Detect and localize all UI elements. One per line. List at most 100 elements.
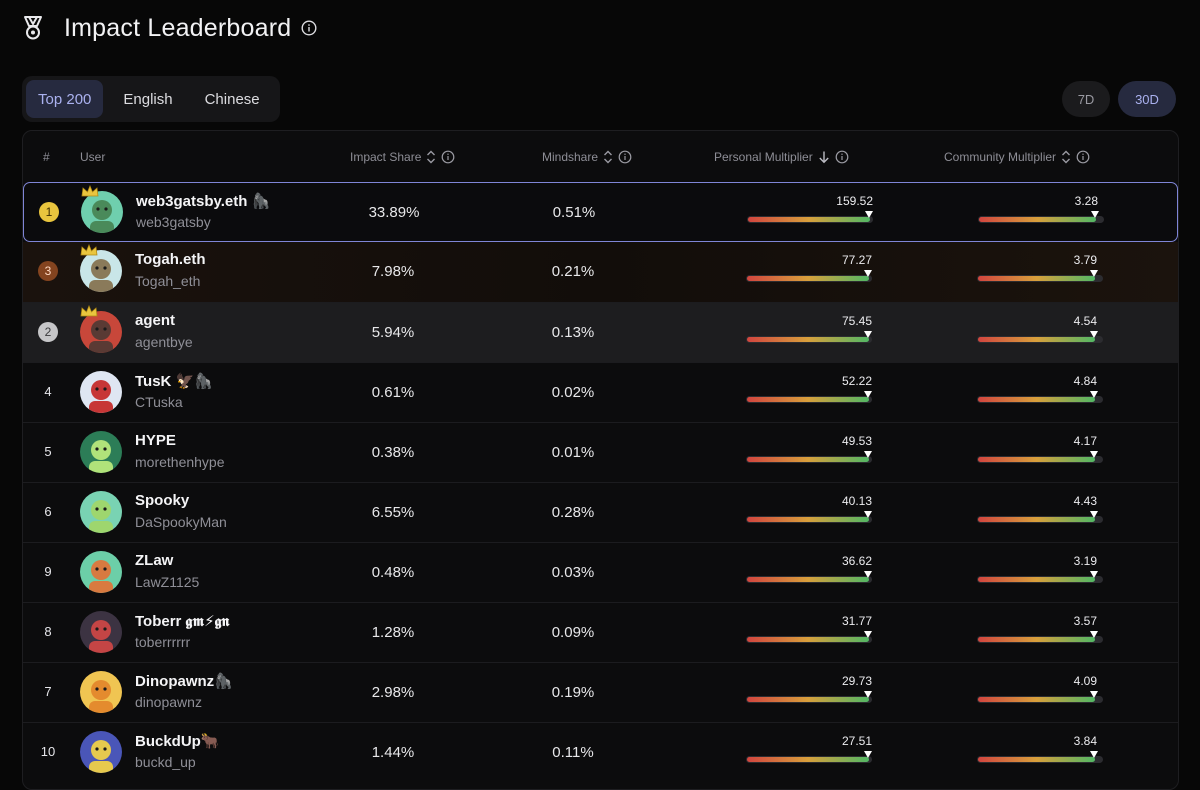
user-display-name[interactable]: Dinopawnz🦍 xyxy=(135,673,233,690)
column-header-impact-share[interactable]: Impact Share xyxy=(350,131,455,183)
multiplier-track xyxy=(746,275,872,282)
multiplier-marker xyxy=(864,331,872,338)
community-multiplier-value: 3.28 xyxy=(1074,194,1098,208)
multiplier-fill xyxy=(747,397,869,402)
multiplier-track xyxy=(977,576,1103,583)
multiplier-marker xyxy=(1090,631,1098,638)
personal-multiplier-meter: 49.53 xyxy=(746,423,876,481)
table-row[interactable]: 10 BuckdUp🐂 buckd_up 1.44% 0.11% 27.51 xyxy=(23,722,1178,782)
crown-icon xyxy=(80,304,98,318)
avatar[interactable] xyxy=(80,491,122,533)
table-row[interactable]: 6 Spooky DaSpookyMan 6.55% 0.28% 40.13 xyxy=(23,482,1178,542)
table-row[interactable]: 9 ZLaw LawZ1125 0.48% 0.03% 36.62 xyxy=(23,542,1178,602)
sort-icon[interactable] xyxy=(1061,150,1071,164)
avatar[interactable] xyxy=(80,250,122,292)
user-display-name[interactable]: agent xyxy=(135,312,176,329)
personal-multiplier-value: 77.27 xyxy=(841,253,872,267)
page-header: Impact Leaderboard xyxy=(22,10,317,46)
user-display-name[interactable]: HYPE xyxy=(135,432,176,449)
table-row[interactable]: 3 Togah.eth Togah_eth 7.98% 0.21% 77.27 xyxy=(23,242,1178,302)
avatar[interactable] xyxy=(80,311,122,353)
personal-multiplier-value: 40.13 xyxy=(841,494,872,508)
table-row[interactable]: 8 Toberr 𝖌𝖒⚡𝖌𝖓 toberrrrrr 1.28% 0.09% 31… xyxy=(23,602,1178,662)
multiplier-fill xyxy=(747,337,869,342)
avatar[interactable] xyxy=(81,191,123,233)
table-row[interactable]: 2 agent agentbye 5.94% 0.13% 75.45 xyxy=(23,302,1178,362)
sort-descending-icon[interactable] xyxy=(818,150,830,164)
community-multiplier-value: 4.09 xyxy=(1073,674,1097,688)
user-handle: buckd_up xyxy=(135,754,196,770)
multiplier-fill xyxy=(978,637,1095,642)
info-icon[interactable] xyxy=(301,20,317,36)
multiplier-track xyxy=(977,516,1103,523)
personal-multiplier-value: 52.22 xyxy=(841,374,872,388)
personal-multiplier-value: 159.52 xyxy=(836,194,873,208)
multiplier-fill xyxy=(978,757,1095,762)
tab-top-200[interactable]: Top 200 xyxy=(26,80,104,118)
medal-logo-icon xyxy=(22,15,46,41)
personal-multiplier-value: 27.51 xyxy=(841,734,872,748)
avatar[interactable] xyxy=(80,671,122,713)
user-display-name[interactable]: ZLaw xyxy=(135,552,174,569)
column-header-personal-multiplier[interactable]: Personal Multiplier xyxy=(714,131,849,183)
impact-share-value: 0.38% xyxy=(371,443,415,461)
info-icon[interactable] xyxy=(441,150,455,164)
mindshare-value: 0.09% xyxy=(551,623,595,641)
user-display-name[interactable]: BuckdUp🐂 xyxy=(135,733,220,750)
multiplier-track xyxy=(747,216,873,223)
multiplier-fill xyxy=(978,337,1095,342)
column-header-mindshare[interactable]: Mindshare xyxy=(542,131,632,183)
tab-english[interactable]: English xyxy=(123,90,173,108)
user-display-name[interactable]: TusK 🦅🦍 xyxy=(135,373,213,390)
multiplier-fill xyxy=(978,276,1095,281)
sort-icon[interactable] xyxy=(426,150,436,164)
info-icon[interactable] xyxy=(618,150,632,164)
user-display-name[interactable]: Spooky xyxy=(135,492,190,509)
community-multiplier-meter: 4.17 xyxy=(977,423,1107,481)
user-display-name[interactable]: Toberr 𝖌𝖒⚡𝖌𝖓 xyxy=(135,613,230,630)
rank-badge: 5 xyxy=(44,444,52,459)
avatar[interactable] xyxy=(80,371,122,413)
multiplier-marker xyxy=(1090,751,1098,758)
avatar[interactable] xyxy=(80,431,122,473)
multiplier-track xyxy=(746,636,872,643)
info-icon[interactable] xyxy=(1076,150,1090,164)
rank-badge: 6 xyxy=(44,504,52,519)
language-tab-group: Top 200 English Chinese xyxy=(22,76,280,122)
tab-chinese[interactable]: Chinese xyxy=(204,90,260,108)
multiplier-fill xyxy=(748,217,870,222)
user-handle: dinopawnz xyxy=(135,694,202,710)
community-multiplier-value: 4.43 xyxy=(1073,494,1097,508)
table-row[interactable]: 4 TusK 🦅🦍 CTuska 0.61% 0.02% 52.22 xyxy=(23,362,1178,422)
table-row[interactable]: 7 Dinopawnz🦍 dinopawnz 2.98% 0.19% 29.73 xyxy=(23,662,1178,722)
multiplier-fill xyxy=(978,457,1095,462)
multiplier-fill xyxy=(747,697,869,702)
multiplier-track xyxy=(977,456,1103,463)
multiplier-fill xyxy=(747,457,869,462)
sort-icon[interactable] xyxy=(603,150,613,164)
community-multiplier-meter: 4.84 xyxy=(977,363,1107,421)
multiplier-fill xyxy=(978,517,1095,522)
multiplier-track xyxy=(977,696,1103,703)
table-header: # User Impact Share Mindshare Personal M… xyxy=(23,131,1178,183)
user-display-name[interactable]: web3gatsby.eth 🦍 xyxy=(136,193,271,210)
user-handle: Togah_eth xyxy=(135,273,201,289)
multiplier-fill xyxy=(978,697,1095,702)
multiplier-track xyxy=(746,336,872,343)
personal-multiplier-meter: 159.52 xyxy=(747,183,877,241)
rank-badge: 4 xyxy=(44,384,52,399)
table-row[interactable]: 5 HYPE morethenhype 0.38% 0.01% 49.53 xyxy=(23,422,1178,482)
tab-30d[interactable]: 30D xyxy=(1118,81,1176,117)
multiplier-marker xyxy=(1090,571,1098,578)
column-header-community-multiplier[interactable]: Community Multiplier xyxy=(944,131,1090,183)
mindshare-value: 0.01% xyxy=(551,443,595,461)
table-row[interactable]: 1 web3gatsby.eth 🦍 web3gatsby 33.89% 0.5… xyxy=(23,182,1178,242)
tab-7d[interactable]: 7D xyxy=(1062,81,1110,117)
avatar[interactable] xyxy=(80,731,122,773)
personal-multiplier-meter: 31.77 xyxy=(746,603,876,661)
mindshare-value: 0.51% xyxy=(552,203,596,221)
info-icon[interactable] xyxy=(835,150,849,164)
user-display-name[interactable]: Togah.eth xyxy=(135,251,206,268)
avatar[interactable] xyxy=(80,611,122,653)
avatar[interactable] xyxy=(80,551,122,593)
